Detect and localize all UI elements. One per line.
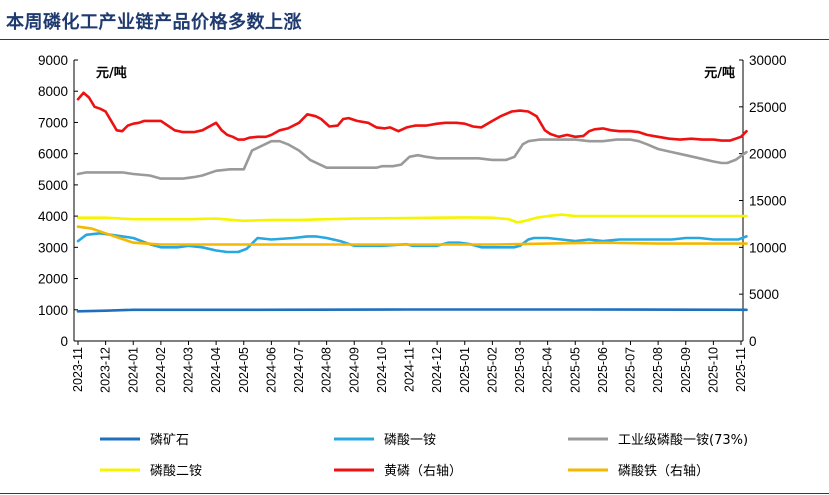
x-tick-label: 2024-10 — [375, 347, 389, 393]
legend-label: 黄磷（右轴） — [384, 464, 462, 479]
x-tick-label: 2025-05 — [568, 347, 582, 393]
x-tick-label: 2025-10 — [706, 347, 720, 393]
left-unit-label: 元/吨 — [96, 65, 127, 81]
right-tick-label: 5000 — [749, 287, 779, 302]
x-tick-label: 2025-07 — [624, 347, 638, 393]
series-line-3 — [76, 138, 748, 180]
x-tick-label: 2024-06 — [264, 347, 278, 393]
x-tick-label: 2025-01 — [458, 347, 472, 393]
left-tick-label: 9000 — [38, 53, 68, 68]
right-tick-label: 20000 — [749, 147, 787, 162]
left-tick-label: 0 — [60, 334, 68, 349]
x-tick-label: 2024-08 — [320, 347, 334, 393]
right-tick-label: 15000 — [749, 194, 787, 209]
bottom-divider — [0, 493, 829, 494]
chart-title: 本周磷化工产业链产品价格多数上涨 — [6, 12, 302, 33]
x-tick-label: 2024-05 — [237, 347, 251, 393]
left-tick-label: 3000 — [38, 240, 68, 255]
legend-label: 磷矿石 — [150, 433, 189, 448]
series-line-6 — [76, 225, 748, 246]
legend-label: 工业级磷酸一铵(73%) — [618, 433, 748, 448]
left-tick-label: 8000 — [38, 84, 68, 99]
x-tick-label: 2024-11 — [403, 347, 417, 392]
x-tick-label: 2024-01 — [126, 347, 140, 393]
x-tick-label: 2023-12 — [99, 347, 113, 393]
x-tick-label: 2025-03 — [513, 347, 527, 393]
x-tick-label: 2024-03 — [182, 347, 196, 393]
series-line-1 — [76, 308, 748, 313]
x-tick-label: 2023-11 — [71, 347, 85, 392]
x-tick-label: 2025-09 — [679, 347, 693, 393]
right-tick-label: 30000 — [749, 53, 787, 68]
series-line-5 — [76, 91, 748, 142]
left-tick-label: 7000 — [38, 115, 68, 130]
x-tick-label: 2024-12 — [430, 347, 444, 393]
right-tick-label: 0 — [749, 334, 757, 349]
left-tick-label: 4000 — [38, 209, 68, 224]
x-tick-label: 2024-02 — [154, 347, 168, 393]
left-tick-label: 6000 — [38, 147, 68, 162]
left-tick-label: 1000 — [38, 303, 68, 318]
x-tick-label: 2024-04 — [209, 347, 223, 393]
title-divider — [0, 39, 829, 40]
x-tick-label: 2024-09 — [347, 347, 361, 393]
x-tick-label: 2025-06 — [596, 347, 610, 393]
right-unit-label: 元/吨 — [704, 65, 735, 81]
right-tick-label: 10000 — [749, 240, 787, 255]
x-tick-label: 2025-04 — [541, 347, 555, 393]
legend-label: 磷酸二铵 — [150, 464, 202, 479]
right-tick-label: 25000 — [749, 100, 787, 115]
x-tick-label: 2025-11 — [734, 347, 748, 392]
x-tick-label: 2025-02 — [485, 347, 499, 393]
series-line-4 — [76, 213, 748, 224]
x-tick-label: 2025-08 — [651, 347, 665, 393]
legend-label: 磷酸铁（右轴） — [618, 464, 709, 479]
legend-label: 磷酸一铵 — [384, 433, 436, 448]
x-tick-label: 2024-07 — [292, 347, 306, 393]
left-tick-label: 2000 — [38, 272, 68, 287]
left-tick-label: 5000 — [38, 178, 68, 193]
